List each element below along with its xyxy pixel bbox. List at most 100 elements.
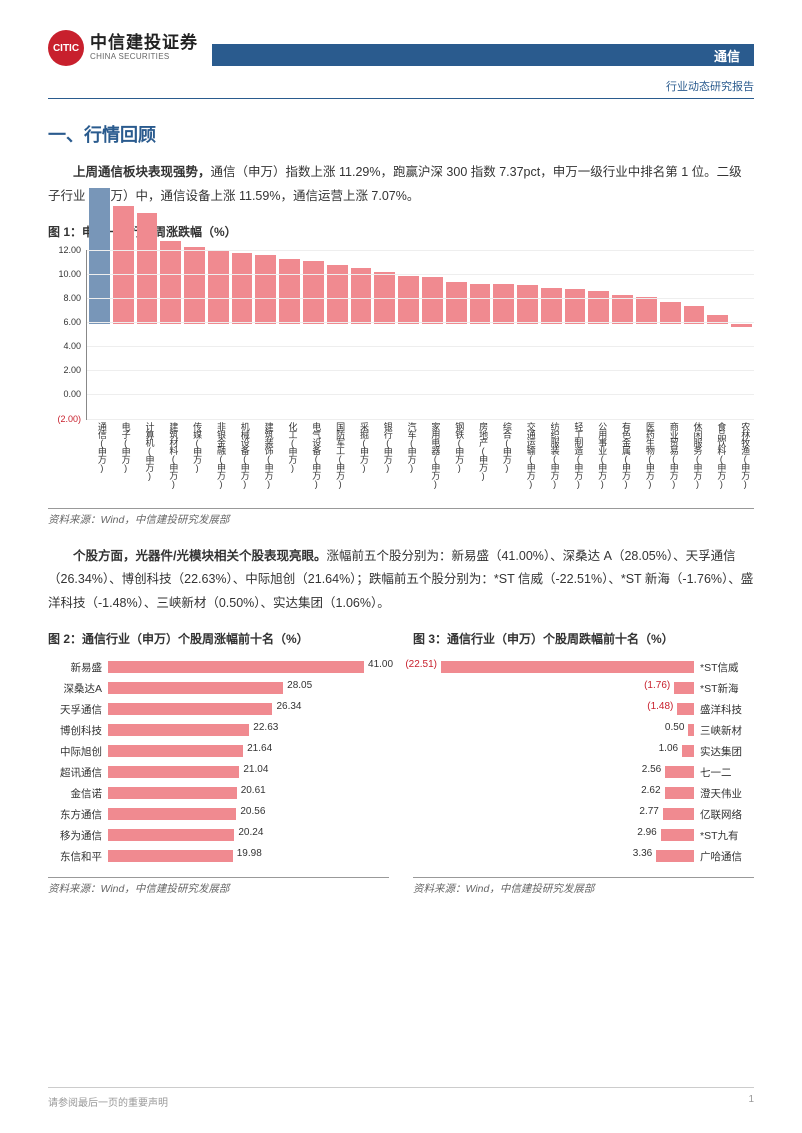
- chart1-ytick: 12.00: [58, 245, 81, 255]
- para2-lead: 个股方面，光器件/光模块相关个股表现亮眼。: [73, 549, 326, 563]
- fig3-row: 3.36广哈通信: [413, 846, 754, 867]
- chart1-bar: [588, 291, 609, 324]
- chart1-bar: [493, 284, 514, 324]
- chart1-bar: [612, 295, 633, 324]
- chart1-xlabel: 家用电器(申万): [422, 422, 443, 502]
- fig2-label: 中际旭创: [48, 744, 108, 759]
- chart1-xlabel: 钢铁(申万): [445, 422, 466, 502]
- fig3-label: *ST信威: [694, 660, 754, 675]
- fig3-label: 盛洋科技: [694, 702, 754, 717]
- chart1-xlabel: 计算机(申万): [136, 422, 157, 502]
- chart1-xlabel: 农林牧渔(申万): [731, 422, 752, 502]
- chart1-xlabel: 机械设备(申万): [231, 422, 252, 502]
- chart1-xlabel: 建筑材料(申万): [159, 422, 180, 502]
- fig3-value: 2.62: [641, 785, 660, 796]
- chart1-xlabel: 传媒(申万): [183, 422, 204, 502]
- chart1-xlabel: 食品饮料(申万): [708, 422, 729, 502]
- section-title: 一、行情回顾: [48, 121, 754, 147]
- subheader: 行业动态研究报告: [48, 72, 754, 99]
- chart1-xlabel: 银行(申万): [374, 422, 395, 502]
- fig3-bar: [656, 850, 694, 862]
- logo-text-en: CHINA SECURITIES: [90, 53, 198, 62]
- fig2-bar: [108, 682, 283, 694]
- fig2-bar: [108, 829, 234, 841]
- logo-block: CITIC 中信建投证券 CHINA SECURITIES: [48, 30, 198, 66]
- fig3-value: 1.06: [659, 743, 678, 754]
- fig1-source: 资料来源：Wind，中信建投研究发展部: [48, 508, 754, 527]
- chart1-xlabel: 化工(申万): [279, 422, 300, 502]
- chart1-xlabel: 休闲服务(申万): [684, 422, 705, 502]
- chart1-xlabel: 电子(申万): [112, 422, 133, 502]
- fig2-value: 22.63: [253, 722, 278, 733]
- chart1-xlabel: 商业贸易(申万): [660, 422, 681, 502]
- fig3-bar: [665, 787, 694, 799]
- fig3-label: *ST新海: [694, 681, 754, 696]
- fig2-chart: 新易盛41.00深桑达A28.05天孚通信26.34博创科技22.63中际旭创2…: [48, 653, 389, 871]
- fig2-value: 20.56: [240, 806, 265, 817]
- fig1-chart: 12.0010.008.006.004.002.000.00(2.00) 通信(…: [48, 246, 754, 502]
- chart1-xlabel: 建筑装饰(申万): [255, 422, 276, 502]
- chart1-bar: [184, 247, 205, 324]
- chart1-xlabel: 综合(申万): [493, 422, 514, 502]
- chart1-xlabel: 交通运输(申万): [517, 422, 538, 502]
- chart1-xlabel: 有色金属(申万): [612, 422, 633, 502]
- chart1-bar: [113, 206, 134, 324]
- fig2-value: 26.34: [276, 701, 301, 712]
- fig3-chart: (22.51)*ST信威(1.76)*ST新海(1.48)盛洋科技0.50三峡新…: [413, 653, 754, 871]
- fig3-row: (1.48)盛洋科技: [413, 699, 754, 720]
- chart1-bar: [470, 284, 491, 324]
- fig3-bar: [663, 808, 694, 820]
- fig2-value: 20.61: [241, 785, 266, 796]
- fig2-row: 天孚通信 26.34: [48, 699, 389, 720]
- fig2-bar: [108, 787, 237, 799]
- fig2-row: 博创科技22.63: [48, 720, 389, 741]
- fig2-label: 天孚通信: [48, 702, 108, 717]
- fig2-label: 新易盛: [48, 660, 108, 675]
- fig3-value: (1.76): [644, 680, 670, 691]
- chart1-ytick: 2.00: [63, 365, 81, 375]
- logo-text-cn: 中信建投证券: [90, 34, 198, 53]
- page-footer: 请参阅最后一页的重要声明 1: [48, 1087, 754, 1109]
- fig2-row: 东信和平 19.98: [48, 846, 389, 867]
- fig3-value: 2.56: [642, 764, 661, 775]
- fig3-row: 2.77亿联网络: [413, 804, 754, 825]
- page-number: 1: [748, 1094, 754, 1109]
- fig2-value: 21.04: [243, 764, 268, 775]
- fig2-row: 金信诺 20.61: [48, 783, 389, 804]
- chart1-ytick: 6.00: [63, 317, 81, 327]
- chart1-bar: [422, 277, 443, 324]
- fig2-value: 19.98: [237, 848, 262, 859]
- fig3-value: 3.36: [633, 848, 652, 859]
- fig2-bar: [108, 724, 249, 736]
- header-bar-label: 通信: [714, 46, 740, 65]
- chart1-bar: [160, 241, 181, 324]
- fig2-label: 东信和平: [48, 849, 108, 864]
- fig2-bar: [108, 808, 236, 820]
- fig2-label: 超讯通信: [48, 765, 108, 780]
- fig3-title: 图 3：通信行业（申万）个股周跌幅前十名（%）: [413, 630, 754, 647]
- paragraph-2: 个股方面，光器件/光模块相关个股表现亮眼。涨幅前五个股分别为：新易盛（41.00…: [48, 545, 754, 616]
- paragraph-1: 上周通信板块表现强势，通信（申万）指数上涨 11.29%，跑赢沪深 300 指数…: [48, 161, 754, 209]
- chart1-bar: [279, 259, 300, 324]
- fig3-label: *ST九有: [694, 828, 754, 843]
- fig3-bar: [688, 724, 694, 736]
- chart1-xlabel: 房地产(申万): [469, 422, 490, 502]
- chart1-bar: [636, 297, 657, 324]
- chart1-bar: [660, 302, 681, 324]
- fig2-value: 21.64: [247, 743, 272, 754]
- fig3-value: 2.77: [639, 806, 658, 817]
- fig2-label: 东方通信: [48, 807, 108, 822]
- fig3-value: (22.51): [405, 659, 437, 670]
- chart1-bar: [137, 213, 158, 324]
- fig2-bar: [108, 745, 243, 757]
- fig2-row: 东方通信 20.56: [48, 804, 389, 825]
- chart1-bar: [232, 253, 253, 324]
- fig2-title: 图 2：通信行业（申万）个股周涨幅前十名（%）: [48, 630, 389, 647]
- fig2-value: 20.24: [238, 827, 263, 838]
- chart1-bar: [255, 255, 276, 324]
- chart1-xlabel: 采掘(申万): [350, 422, 371, 502]
- fig2-value: 41.00: [368, 659, 393, 670]
- chart1-ytick: 10.00: [58, 269, 81, 279]
- fig2-label: 金信诺: [48, 786, 108, 801]
- chart1-ytick: 0.00: [63, 389, 81, 399]
